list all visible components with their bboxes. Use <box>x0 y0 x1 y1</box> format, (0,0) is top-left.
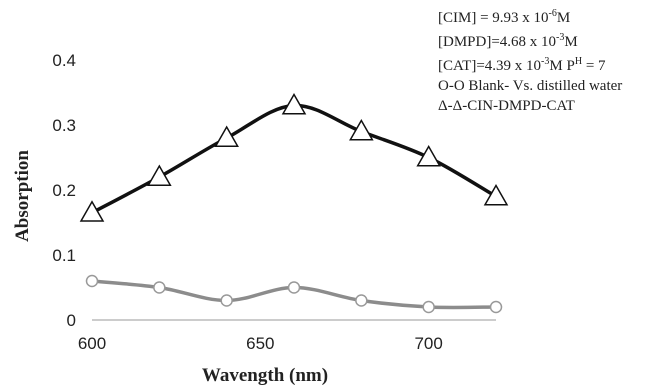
cim-concentration: [CIM] = 9.93 x 10-6M <box>438 8 571 26</box>
tick-labels: 600 650 700 0 0.1 0.2 0.3 0.4 <box>52 51 442 353</box>
circle-marker <box>287 281 301 294</box>
legend-sample: Δ-Δ-CIN-DMPD-CAT <box>438 98 575 114</box>
triangle-marker <box>79 200 105 222</box>
circle-marker <box>355 294 368 307</box>
circle-marker <box>422 300 435 314</box>
triangle-marker <box>483 183 509 206</box>
y-tick-label: 0.3 <box>52 116 76 135</box>
x-tick-label: 700 <box>414 334 442 353</box>
dmpd-concentration: [DMPD]=4.68 x 10-3M <box>438 32 578 50</box>
data-series <box>79 92 509 314</box>
cat-concentration-ph: [CAT]=4.39 x 10-3M PH = 7 <box>438 56 606 74</box>
x-tick-label: 600 <box>78 334 106 353</box>
circle-marker <box>153 281 166 294</box>
triangle-marker <box>214 125 239 147</box>
triangle-marker <box>416 144 441 167</box>
triangle-marker <box>349 118 374 141</box>
y-tick-label: 0.4 <box>52 51 76 70</box>
triangle-marker <box>147 164 172 186</box>
triangle-marker <box>281 92 307 115</box>
legend-blank: O-O Blank- Vs. distilled water <box>438 78 623 94</box>
y-tick-label: 0.2 <box>52 181 76 200</box>
legend: [CIM] = 9.93 x 10-6M [DMPD]=4.68 x 10-3M… <box>438 4 650 116</box>
y-tick-label: 0 <box>67 311 76 330</box>
circle-marker <box>489 300 503 314</box>
circle-marker <box>220 294 233 307</box>
y-tick-label: 0.1 <box>52 246 76 265</box>
x-axis-title: Wavength (nm) <box>202 365 328 385</box>
x-tick-label: 650 <box>246 334 274 353</box>
y-axis-title: Absorption <box>12 150 33 242</box>
circle-marker <box>85 274 99 288</box>
